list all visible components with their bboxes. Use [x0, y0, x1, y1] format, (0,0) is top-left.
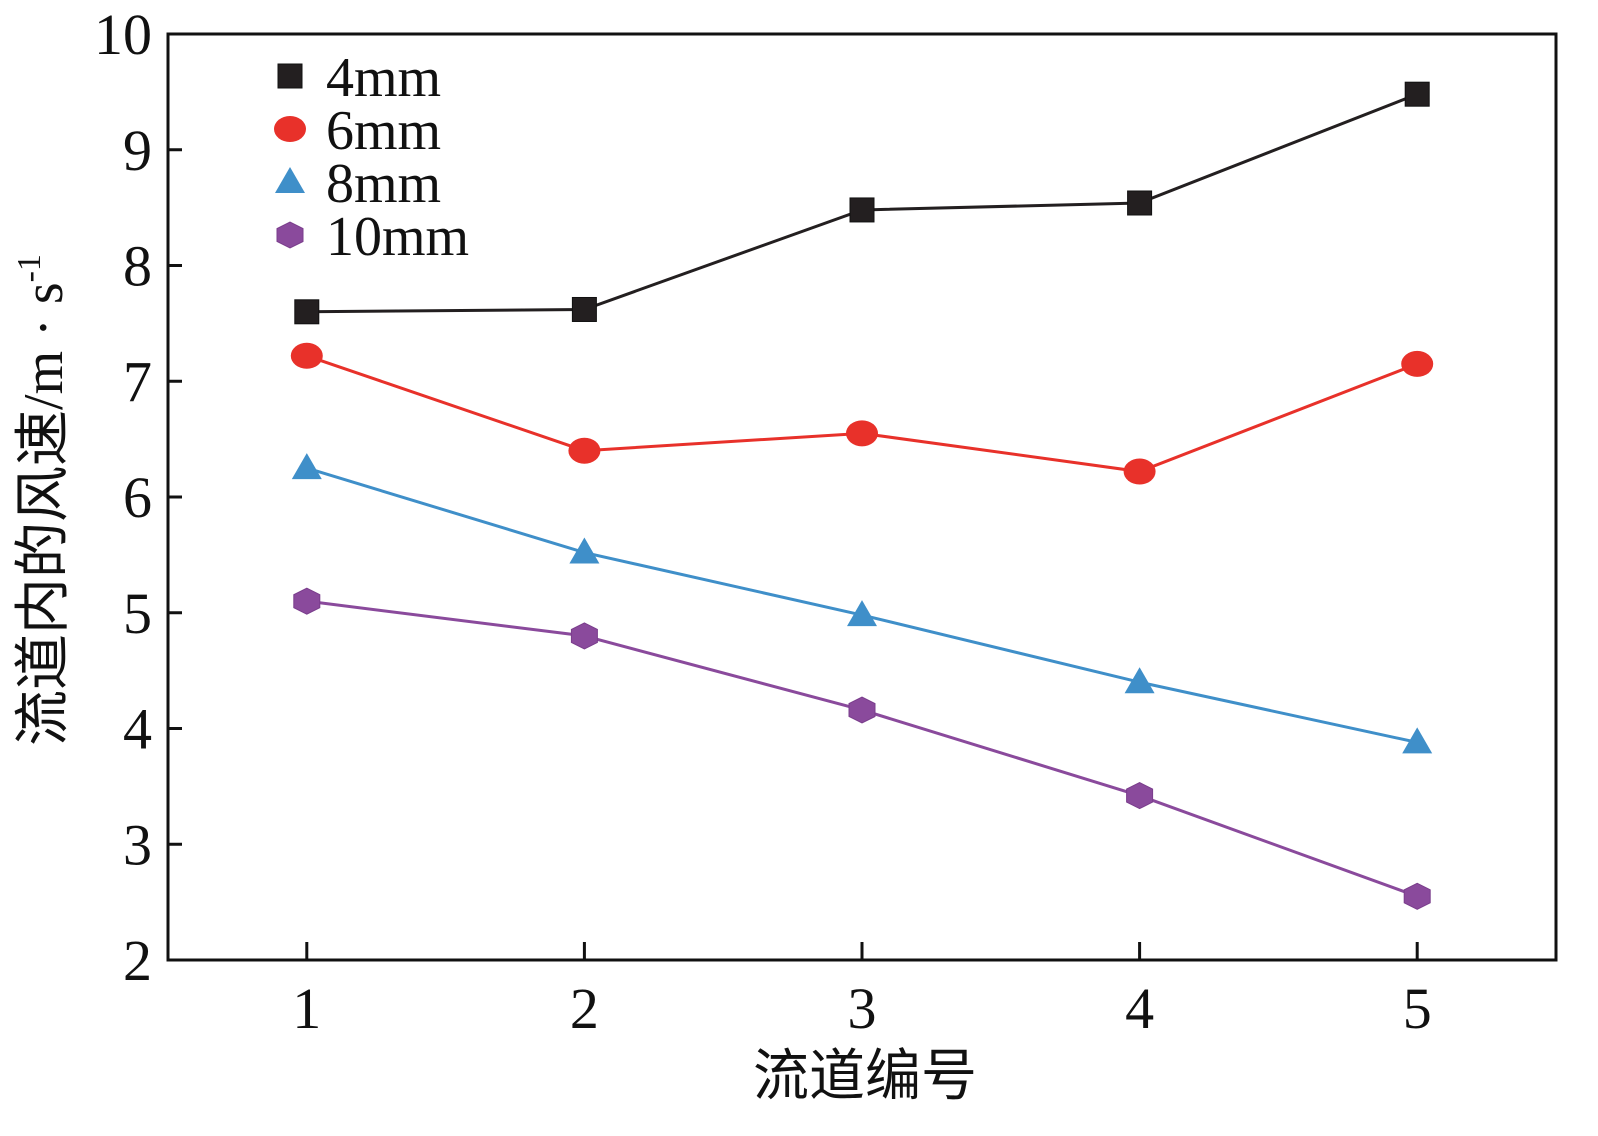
y-tick-label: 3 [123, 812, 152, 877]
legend-item-10mm: 10mm [276, 206, 469, 268]
y-tick-label: 5 [123, 581, 152, 646]
y-tick-label: 8 [123, 234, 152, 299]
data-point-8mm [569, 537, 600, 564]
x-tick-label: 2 [570, 976, 599, 1041]
series-8mm [291, 453, 1433, 754]
x-tick-label: 5 [1403, 976, 1432, 1041]
y-axis-title-main: 流道内的风速/m · s [13, 282, 75, 746]
legend-marker-8mm [275, 167, 305, 193]
data-point-6mm [290, 342, 323, 369]
x-tick-label: 4 [1125, 976, 1154, 1041]
legend-item-4mm: 4mm [277, 47, 441, 109]
legend-label-8mm: 8mm [326, 153, 441, 215]
x-tick-label: 3 [848, 976, 877, 1041]
data-point-6mm [1123, 458, 1156, 485]
series-group [290, 81, 1434, 910]
legend-marker-4mm [277, 63, 303, 89]
series-line-10mm [306, 599, 1418, 898]
data-point-10mm [570, 622, 598, 650]
data-point-8mm [847, 600, 877, 627]
y-tick-label: 4 [123, 697, 152, 762]
y-tick-label: 6 [123, 465, 152, 530]
data-point-4mm [571, 296, 597, 322]
series-line-6mm [306, 354, 1418, 474]
data-point-6mm [846, 420, 878, 447]
data-point-8mm [1124, 667, 1155, 694]
data-point-6mm [1401, 350, 1434, 377]
data-point-8mm [291, 453, 322, 480]
x-axis-ticks: 1 2 3 4 5 [292, 942, 1432, 1041]
data-point-4mm [1127, 190, 1153, 216]
legend-item-8mm: 8mm [275, 153, 441, 215]
series-6mm [290, 342, 1434, 485]
data-point-10mm [1126, 782, 1154, 810]
data-point-4mm [849, 197, 875, 223]
y-tick-label: 10 [94, 2, 152, 67]
data-point-10mm [848, 696, 876, 724]
y-tick-label: 2 [123, 928, 152, 993]
series-10mm [293, 587, 1431, 910]
data-point-4mm [1404, 81, 1430, 107]
y-tick-label: 9 [123, 118, 152, 183]
y-axis-ticks: 2 3 4 5 6 7 8 9 10 [94, 2, 182, 993]
data-point-10mm [1403, 882, 1431, 910]
data-point-6mm [568, 437, 601, 464]
legend-label-10mm: 10mm [326, 206, 469, 268]
legend-item-6mm: 6mm [274, 100, 441, 162]
x-tick-label: 1 [292, 976, 321, 1041]
data-point-10mm [293, 587, 321, 615]
series-4mm [294, 81, 1430, 325]
legend-label-4mm: 4mm [326, 47, 441, 109]
data-point-8mm [1402, 727, 1433, 754]
legend-marker-6mm [274, 116, 306, 142]
x-axis-title: 流道编号 [753, 1046, 977, 1108]
y-tick-label: 7 [123, 349, 152, 414]
legend-label-6mm: 6mm [326, 100, 441, 162]
legend-marker-10mm [276, 221, 304, 249]
data-point-4mm [294, 299, 320, 325]
y-axis-title: 流道内的风速/m · s-1 [11, 254, 75, 746]
y-axis-title-superscript: -1 [11, 254, 48, 282]
